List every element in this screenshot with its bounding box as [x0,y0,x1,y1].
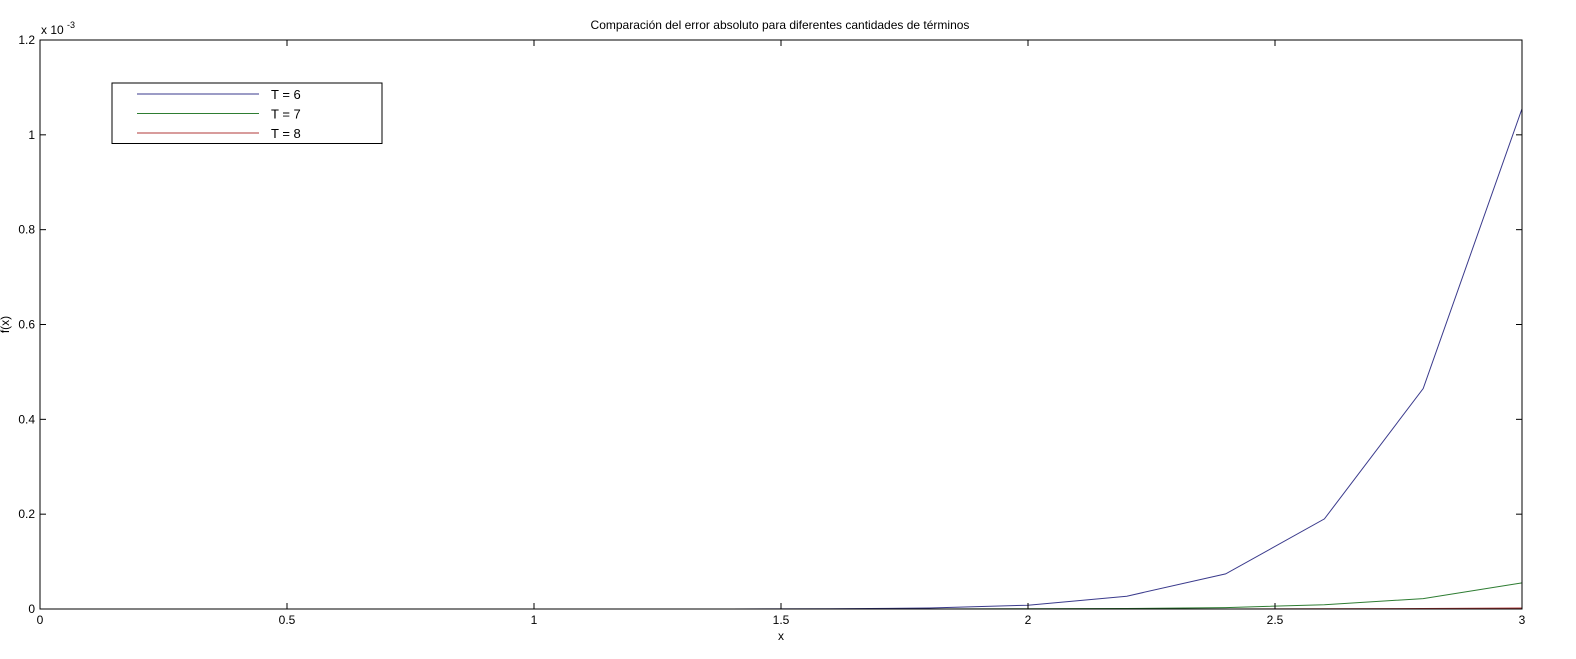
x-tick-label: 2.5 [1267,613,1284,627]
legend-label: T = 6 [271,87,301,102]
x-tick-label: 0 [37,613,44,627]
chart-title: Comparación del error absoluto para dife… [591,18,970,32]
x-tick-label: 1.5 [773,613,790,627]
y-tick-label: 0.4 [18,412,35,426]
x-tick-label: 1 [531,613,538,627]
y-axis-multiplier: x 10 -3 [41,20,75,37]
x-axis-label: x [778,629,784,643]
y-tick-label: 0.2 [18,507,35,521]
legend-label: T = 7 [271,107,301,122]
ticks-layer: 0 0.5 1 1.5 2 2.5 3 0 0.2 0.4 0.6 0.8 1 1.2 [18,33,1525,627]
legend-label: T = 8 [271,126,301,141]
x-tick-label: 2 [1025,613,1032,627]
y-tick-label: 1 [28,128,35,142]
y-tick-label: 0 [28,602,35,616]
y-tick-label: 1.2 [18,33,35,47]
y-tick-label: 0.6 [18,318,35,332]
y-axis-label: f(x) [0,316,12,333]
y-multiplier-base: x 10 [41,23,64,37]
legend: T = 6 T = 7 T = 8 [111,82,383,144]
x-tick-label: 0.5 [279,613,296,627]
y-tick-label: 0.8 [18,223,35,237]
y-multiplier-exponent: -3 [67,20,75,30]
x-tick-label: 3 [1519,613,1526,627]
